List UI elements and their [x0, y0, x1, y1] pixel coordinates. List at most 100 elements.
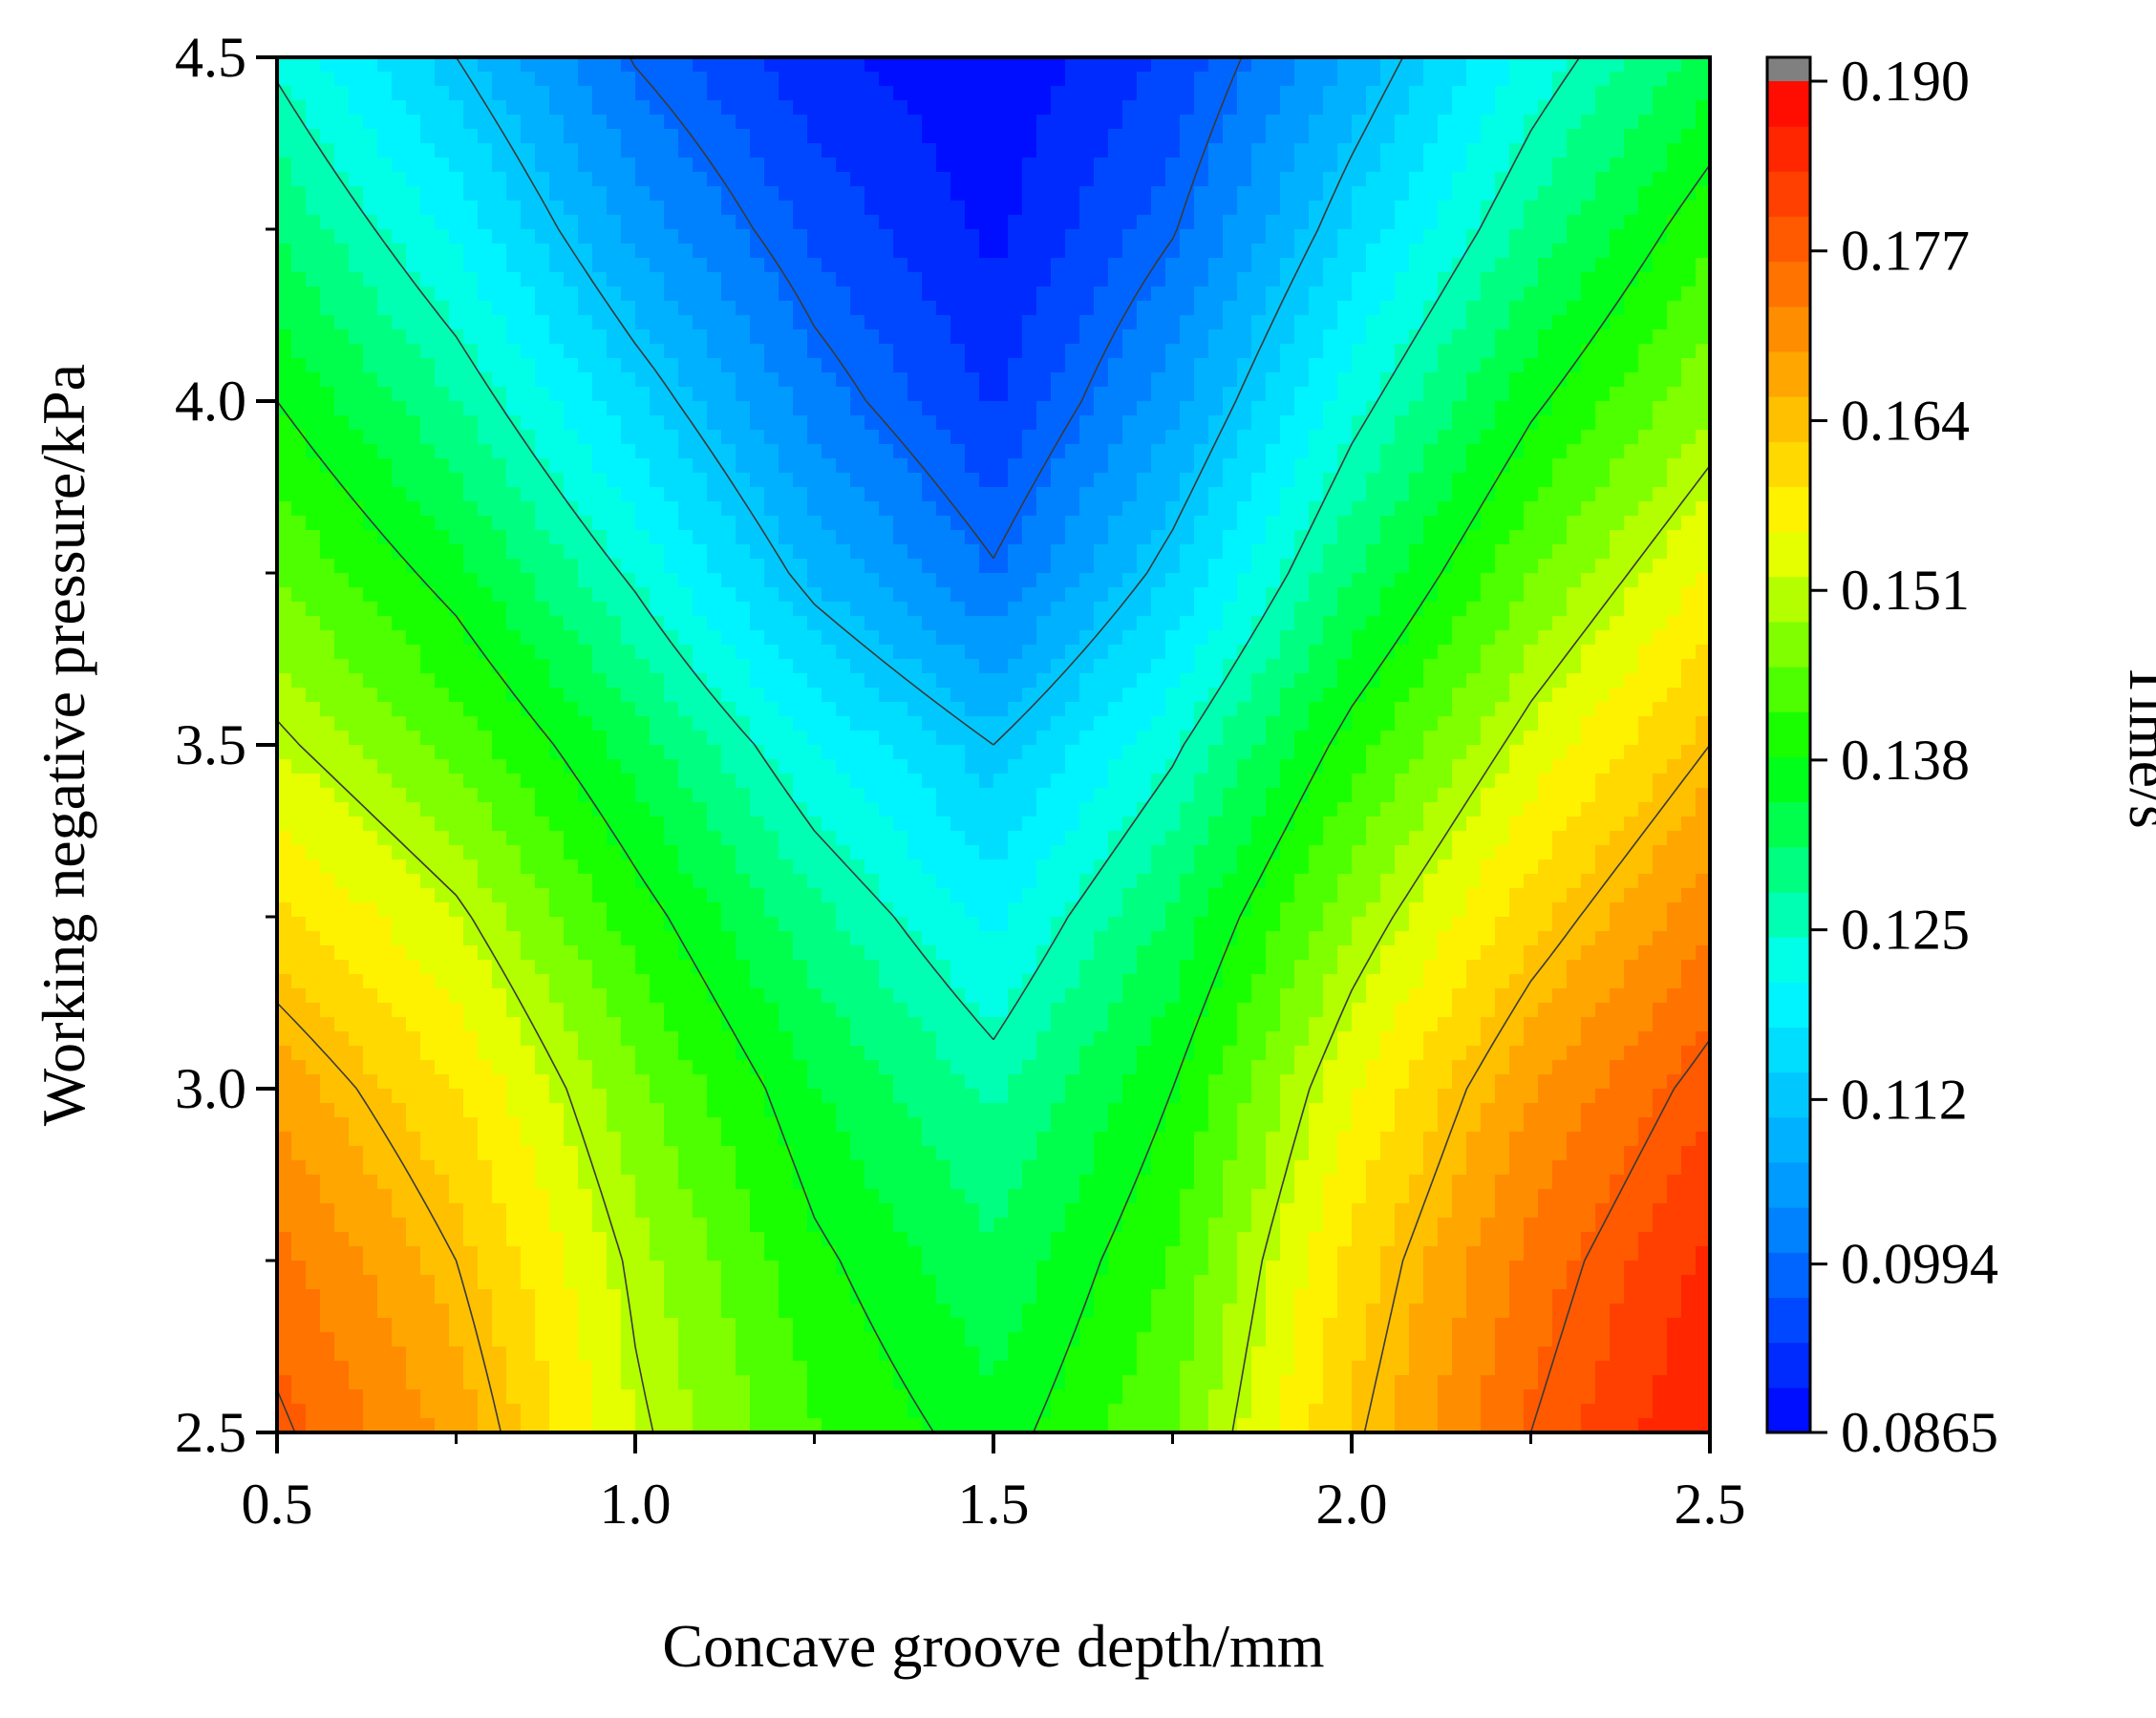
- contour-cell: [1266, 272, 1281, 287]
- contour-cell: [1452, 415, 1467, 431]
- contour-cell: [1667, 344, 1682, 359]
- contour-cell: [1280, 344, 1295, 359]
- contour-cell: [836, 516, 851, 531]
- contour-cell: [1567, 559, 1582, 574]
- contour-cell: [1595, 272, 1611, 287]
- contour-cell: [1581, 716, 1596, 732]
- contour-cell: [1696, 215, 1711, 230]
- contour-cell: [463, 372, 479, 388]
- contour-cell: [1552, 659, 1568, 674]
- contour-cell: [1223, 659, 1238, 674]
- contour-cell: [1122, 745, 1138, 760]
- contour-cell: [1638, 501, 1654, 517]
- contour-cell: [1065, 559, 1080, 574]
- contour-cell: [1251, 645, 1267, 660]
- contour-cell: [291, 115, 307, 130]
- contour-cell: [1108, 100, 1123, 116]
- contour-cell: [392, 258, 407, 273]
- contour-cell: [1180, 315, 1195, 330]
- contour-cell: [1409, 659, 1424, 674]
- contour-cell: [965, 358, 980, 373]
- contour-cell: [1552, 559, 1568, 574]
- contour-cell: [1681, 401, 1697, 416]
- contour-cell: [1466, 731, 1482, 746]
- contour-cell: [1524, 72, 1539, 87]
- contour-cell: [1208, 244, 1224, 259]
- contour-cell: [822, 731, 837, 746]
- contour-cell: [922, 659, 937, 674]
- contour-cell: [1352, 573, 1367, 588]
- contour-cell: [1309, 172, 1324, 187]
- contour-cell: [922, 716, 937, 732]
- contour-cell: [1108, 129, 1123, 144]
- contour-cell: [1538, 258, 1553, 273]
- contour-cell: [1366, 501, 1381, 517]
- contour-cell: [1638, 444, 1654, 459]
- contour-cell: [807, 444, 822, 459]
- contour-cell: [607, 645, 622, 660]
- contour-cell: [1352, 645, 1367, 660]
- contour-cell: [1036, 143, 1052, 159]
- contour-cell: [1051, 229, 1066, 244]
- contour-cell: [1094, 186, 1109, 201]
- contour-cell: [1395, 602, 1410, 617]
- contour-cell: [306, 315, 321, 330]
- contour-cell: [1481, 86, 1496, 101]
- contour-cell: [950, 129, 966, 144]
- contour-cell: [1165, 215, 1181, 230]
- contour-cell: [936, 745, 951, 760]
- contour-cell: [1108, 602, 1123, 617]
- contour-cell: [420, 372, 436, 388]
- contour-cell: [621, 716, 636, 732]
- contour-cell: [1137, 72, 1152, 87]
- contour-cell: [1638, 258, 1654, 273]
- contour-cell: [1079, 244, 1095, 259]
- contour-cell: [693, 143, 708, 159]
- contour-cell: [1438, 201, 1453, 216]
- contour-cell: [1337, 630, 1353, 646]
- contour-cell: [764, 358, 779, 373]
- contour-cell: [1423, 100, 1439, 116]
- contour-cell: [1653, 201, 1668, 216]
- contour-cell: [1237, 229, 1252, 244]
- contour-cell: [1380, 530, 1396, 545]
- contour-cell: [764, 215, 779, 230]
- contour-cell: [1423, 286, 1439, 302]
- contour-cell: [564, 458, 579, 474]
- contour-cell: [865, 487, 880, 502]
- contour-cell: [1366, 716, 1381, 732]
- contour-cell: [764, 244, 779, 259]
- contour-cell: [1538, 430, 1553, 445]
- contour-cell: [1251, 716, 1267, 732]
- contour-cell: [1395, 530, 1410, 545]
- contour-cell: [1194, 272, 1209, 287]
- contour-cell: [1022, 673, 1037, 689]
- contour-cell: [1151, 702, 1166, 717]
- contour-cell: [1165, 430, 1181, 445]
- contour-cell: [1094, 329, 1109, 345]
- contour-cell: [535, 444, 550, 459]
- contour-cell: [1208, 387, 1224, 402]
- contour-cell: [377, 100, 393, 116]
- contour-cell: [1151, 201, 1166, 216]
- contour-cell: [707, 530, 722, 545]
- contour-cell: [936, 516, 951, 531]
- contour-cell: [306, 759, 321, 774]
- contour-cell: [907, 444, 923, 459]
- contour-cell: [1581, 530, 1596, 545]
- contour-cell: [478, 344, 493, 359]
- contour-cell: [865, 444, 880, 459]
- contour-cell: [1137, 673, 1152, 689]
- contour-cell: [363, 516, 378, 531]
- contour-cell: [965, 100, 980, 116]
- contour-cell: [363, 172, 378, 187]
- contour-cell: [1696, 244, 1711, 259]
- contour-cell: [1438, 716, 1453, 732]
- contour-cell: [1180, 659, 1195, 674]
- contour-cell: [1667, 444, 1682, 459]
- contour-cell: [1466, 143, 1482, 159]
- contour-cell: [1567, 86, 1582, 101]
- contour-cell: [922, 57, 937, 73]
- contour-cell: [1137, 602, 1152, 617]
- contour-cell: [1208, 229, 1224, 244]
